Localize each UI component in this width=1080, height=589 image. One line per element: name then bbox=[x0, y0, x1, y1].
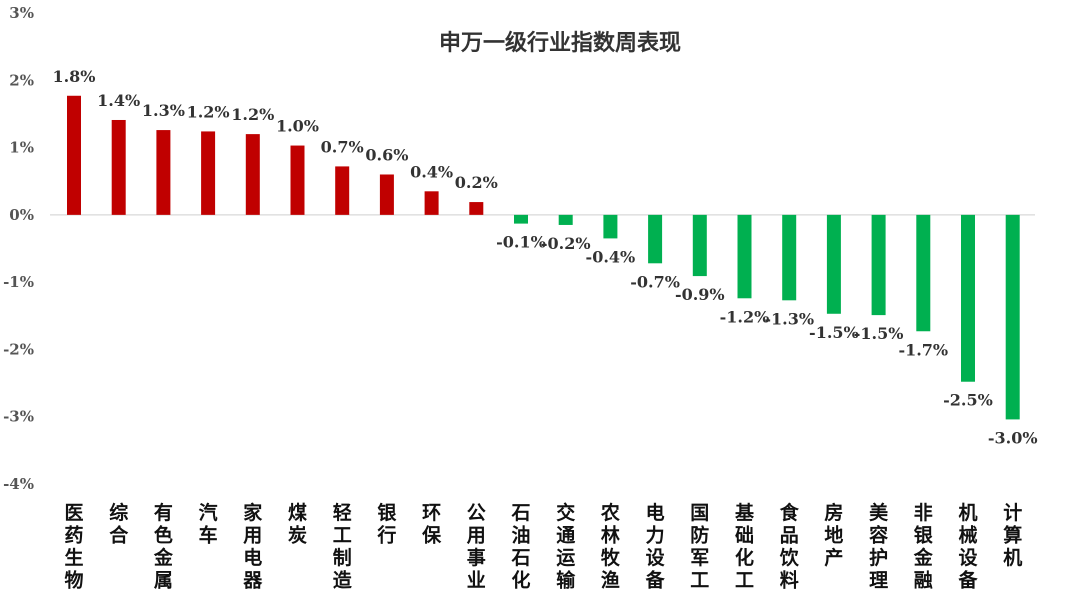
x-tick-label: 综合 bbox=[109, 501, 129, 547]
data-label: -0.1% bbox=[496, 233, 546, 252]
x-tick-label: 计算机 bbox=[1003, 502, 1022, 569]
y-axis: 3% 2% 1% 0% -1% -2% -3% -4% bbox=[3, 4, 34, 493]
data-label: -1.7% bbox=[898, 340, 948, 359]
x-tick-label: 国防军工 bbox=[690, 502, 709, 589]
bar bbox=[335, 166, 350, 215]
x-tick-label: 电力设备 bbox=[645, 501, 666, 589]
x-tick-label: 农林牧渔 bbox=[600, 501, 621, 589]
data-label: 0.7% bbox=[321, 137, 364, 156]
data-label: 1.0% bbox=[276, 117, 319, 136]
x-tick-label: 医药生物 bbox=[64, 502, 83, 589]
bars bbox=[67, 95, 1020, 420]
data-label: -3.0% bbox=[988, 428, 1038, 447]
data-label: -1.2% bbox=[720, 307, 770, 326]
y-tick-label: -4% bbox=[3, 475, 34, 493]
data-label: -1.5% bbox=[809, 323, 859, 342]
x-tick-label: 公用事业 bbox=[467, 502, 486, 589]
bar bbox=[469, 202, 484, 215]
bar bbox=[424, 191, 439, 215]
bar bbox=[514, 214, 528, 224]
bar bbox=[379, 174, 394, 215]
x-tick-label: 有色金属 bbox=[153, 501, 174, 589]
bar bbox=[692, 214, 707, 277]
bar bbox=[916, 214, 931, 332]
data-label: 0.2% bbox=[455, 173, 498, 192]
bar bbox=[648, 214, 663, 264]
x-tick-label: 石油石化 bbox=[510, 502, 530, 589]
bar bbox=[961, 214, 975, 382]
data-labels: 1.8%1.4%1.3% 1.2% 1.2%1.0%0.7% 0.6%0.4%0.2%… bbox=[52, 67, 1037, 448]
data-label: -0.2% bbox=[541, 234, 591, 253]
data-label: -0.4% bbox=[586, 247, 636, 266]
x-tick-label: 食品饮料 bbox=[779, 501, 800, 589]
x-tick-label: 轻工制造 bbox=[333, 501, 353, 589]
data-label: 1.2% bbox=[231, 105, 274, 124]
y-tick-label: -2% bbox=[3, 340, 34, 358]
bar bbox=[737, 214, 752, 299]
data-label: 1.2% bbox=[187, 102, 230, 121]
data-label: 1.8% bbox=[52, 67, 95, 86]
x-tick-label: 交通运输 bbox=[556, 501, 576, 589]
bar bbox=[201, 131, 216, 215]
y-tick-label: -3% bbox=[3, 408, 34, 426]
y-tick-label: 2% bbox=[9, 71, 34, 89]
data-label: -0.7% bbox=[630, 272, 680, 291]
bar bbox=[111, 119, 126, 215]
bar bbox=[871, 214, 886, 316]
data-label: -0.9% bbox=[675, 285, 725, 304]
x-tick-label: 环保 bbox=[421, 502, 442, 547]
data-label: 1.3% bbox=[142, 101, 185, 120]
data-label: 0.6% bbox=[365, 145, 408, 164]
data-label: -1.5% bbox=[854, 324, 904, 343]
y-tick-label: 3% bbox=[9, 4, 34, 22]
x-tick-label: 汽车 bbox=[199, 501, 218, 547]
bar bbox=[558, 214, 573, 225]
bar bbox=[290, 145, 305, 215]
x-tick-label: 机械设备 bbox=[957, 502, 978, 589]
y-tick-label: -1% bbox=[3, 273, 34, 291]
data-label: -1.3% bbox=[764, 309, 814, 328]
bar bbox=[826, 214, 841, 314]
bar bbox=[1005, 214, 1020, 420]
x-tick-label: 美容护理 bbox=[869, 501, 889, 589]
x-tick-label: 非银金融 bbox=[913, 502, 934, 589]
chart-title: 申万一级行业指数周表现 bbox=[439, 30, 681, 56]
bar bbox=[782, 214, 797, 301]
bar bbox=[156, 130, 171, 215]
x-tick-label: 基础化工 bbox=[734, 501, 755, 589]
x-tick-label: 家用电器 bbox=[242, 501, 263, 589]
bar bbox=[245, 134, 260, 215]
x-tick-label: 煤炭 bbox=[288, 502, 307, 547]
x-tick-label: 房地产 bbox=[824, 501, 843, 569]
y-tick-label: 0% bbox=[9, 206, 34, 224]
data-label: -2.5% bbox=[943, 391, 993, 410]
bar bbox=[603, 214, 618, 239]
y-tick-label: 1% bbox=[9, 139, 34, 157]
x-tick-label: 银行 bbox=[376, 501, 397, 547]
data-label: 1.4% bbox=[97, 91, 140, 110]
data-label: 0.4% bbox=[410, 162, 453, 181]
bar bbox=[67, 95, 81, 215]
